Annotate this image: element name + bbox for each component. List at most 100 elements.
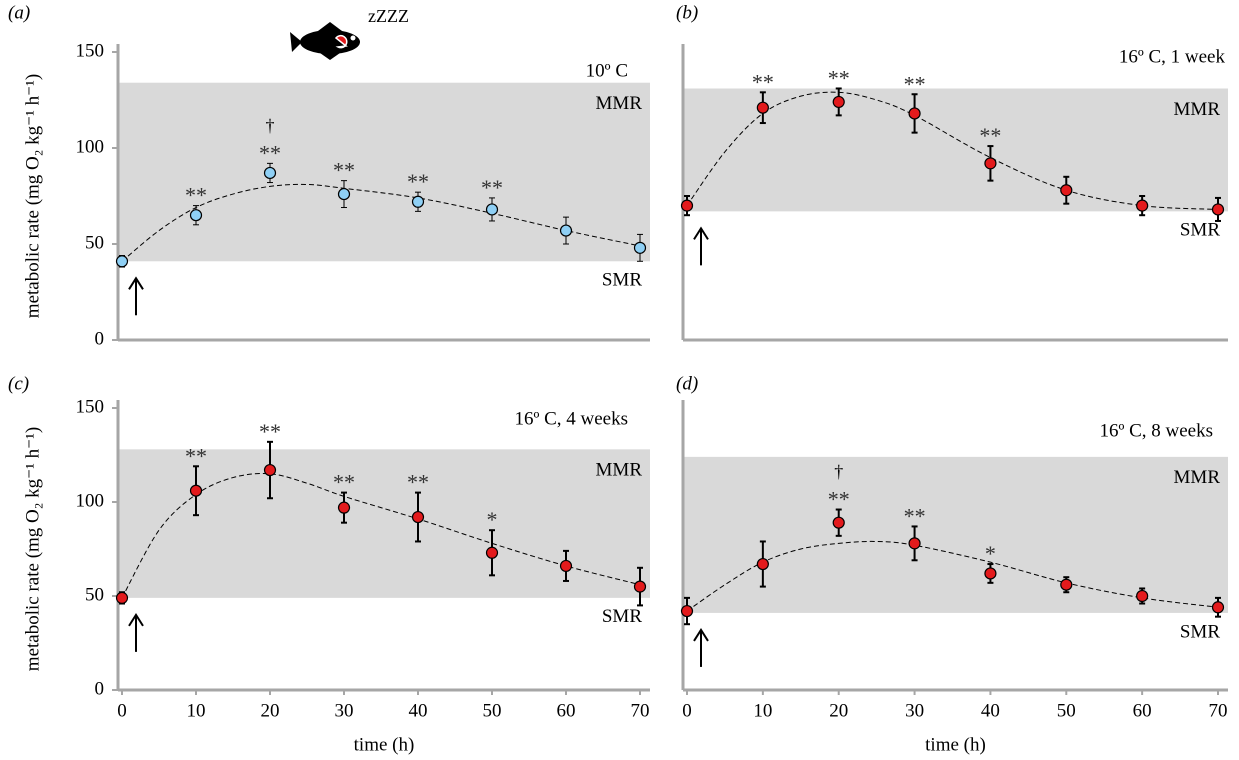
x-axis-label: time (h) xyxy=(354,734,415,755)
fit-curve xyxy=(686,91,1219,210)
data-point xyxy=(680,199,694,212)
band-label: MMR xyxy=(1174,99,1221,120)
significance: ** xyxy=(904,503,926,528)
y-axis-label: metabolic rate (mg O₂ kg⁻¹ h⁻¹) xyxy=(22,427,43,671)
x-tick-label: 50 xyxy=(1057,700,1076,721)
data-point xyxy=(189,209,203,222)
panel-label: (b) xyxy=(676,2,698,23)
y-tick-label: 100 xyxy=(76,490,105,511)
data-point xyxy=(984,157,997,170)
x-tick-label: 30 xyxy=(335,700,354,721)
icon-text: zZZZ xyxy=(368,6,409,26)
arrow-head xyxy=(128,276,144,290)
y-tick-label: 150 xyxy=(76,396,105,417)
band-label: SMR xyxy=(602,606,642,627)
significance: * xyxy=(487,507,498,532)
band-label: MMR xyxy=(596,460,643,481)
data-point xyxy=(832,95,845,109)
data-point xyxy=(115,255,129,268)
data-point xyxy=(908,107,921,120)
arrow-head xyxy=(693,226,709,240)
y-tick-label: 100 xyxy=(76,136,105,157)
significance: ** xyxy=(259,419,281,444)
fit-curve xyxy=(686,540,1219,612)
fish-icon xyxy=(290,22,360,60)
data-point xyxy=(1136,199,1149,212)
band xyxy=(683,88,1228,212)
x-tick-label: 50 xyxy=(483,700,502,721)
x-tick-label: 0 xyxy=(117,700,127,721)
data-point xyxy=(115,591,129,604)
condition: 16º C, 1 week xyxy=(1119,46,1226,67)
x-tick-label: 20 xyxy=(829,700,848,721)
data-point xyxy=(908,537,921,550)
arrow-head xyxy=(128,613,144,627)
y-tick-label: 150 xyxy=(76,40,105,61)
arrow-head xyxy=(693,628,709,642)
data-point xyxy=(832,516,845,529)
significance: ** xyxy=(185,183,207,208)
data-point xyxy=(1211,203,1225,216)
data-point xyxy=(633,241,647,254)
x-tick-label: 70 xyxy=(631,700,650,721)
data-point xyxy=(337,501,351,514)
dagger: † xyxy=(834,462,843,482)
data-point xyxy=(756,101,769,114)
significance: ** xyxy=(979,123,1001,148)
band-label: MMR xyxy=(1174,467,1221,488)
data-point xyxy=(337,187,351,201)
data-point xyxy=(984,567,997,580)
significance: ** xyxy=(333,470,355,495)
data-point xyxy=(633,580,647,593)
data-point xyxy=(485,203,499,216)
x-tick-label: 40 xyxy=(981,700,1000,721)
band-label: SMR xyxy=(602,270,642,291)
panel-label: (a) xyxy=(8,2,30,23)
y-tick-label: 50 xyxy=(85,584,104,605)
x-axis-label: time (h) xyxy=(925,734,986,755)
band-label: SMR xyxy=(1180,220,1220,241)
x-tick-label: 20 xyxy=(261,700,280,721)
fit-curve xyxy=(121,183,641,262)
significance: ** xyxy=(185,443,207,468)
x-tick-label: 10 xyxy=(187,700,206,721)
y-tick-label: 50 xyxy=(85,232,104,253)
significance: * xyxy=(985,541,996,566)
significance: ** xyxy=(407,169,429,194)
data-point xyxy=(189,484,203,497)
data-point xyxy=(1060,184,1073,197)
significance: ** xyxy=(752,69,774,94)
data-point xyxy=(1136,589,1149,603)
x-tick-label: 60 xyxy=(1133,700,1152,721)
significance: ** xyxy=(904,71,926,96)
data-point xyxy=(559,224,573,237)
panel-label: (d) xyxy=(676,373,698,394)
y-tick-label: 0 xyxy=(95,678,105,699)
data-point xyxy=(263,166,277,180)
band xyxy=(118,449,650,598)
data-point xyxy=(559,559,573,573)
data-point xyxy=(263,463,277,477)
x-tick-label: 40 xyxy=(409,700,428,721)
band-label: SMR xyxy=(1180,621,1220,642)
condition: 10º C xyxy=(586,60,628,81)
panel-label: (c) xyxy=(8,373,29,394)
y-axis-label: metabolic rate (mg O₂ kg⁻¹ h⁻¹) xyxy=(22,74,43,318)
data-point xyxy=(1211,601,1225,614)
x-tick-label: 70 xyxy=(1209,700,1228,721)
y-tick-label: 0 xyxy=(95,328,105,349)
data-point xyxy=(756,557,769,571)
dagger: † xyxy=(266,115,275,135)
condition: 16º C, 4 weeks xyxy=(514,408,628,429)
significance: ** xyxy=(828,487,850,512)
x-tick-label: 10 xyxy=(753,700,772,721)
fit-curve xyxy=(121,473,641,599)
condition: 16º C, 8 weeks xyxy=(1099,420,1213,441)
significance: ** xyxy=(333,158,355,183)
x-tick-label: 0 xyxy=(682,700,692,721)
significance: ** xyxy=(407,470,429,495)
band-label: MMR xyxy=(596,93,643,114)
band xyxy=(683,456,1228,613)
significance: ** xyxy=(828,66,850,91)
